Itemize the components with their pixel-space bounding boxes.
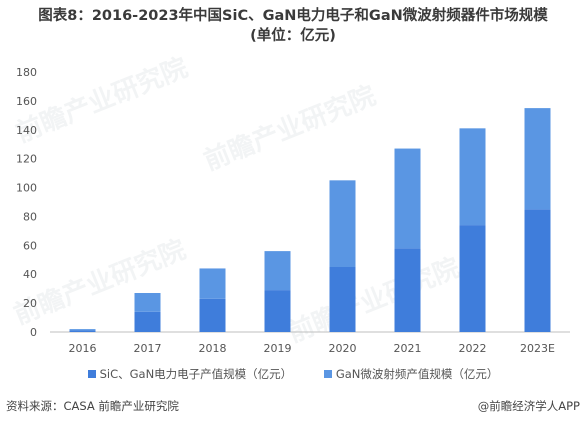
chart-title-line2: (单位：亿元) (250, 28, 336, 44)
bar-rf-2017 (134, 293, 161, 312)
chart-legend: SiC、GaN电力电子产值规模（亿元） GaN微波射频产值规模（亿元） (0, 366, 586, 382)
source-note: 资料来源：CASA 前瞻产业研究院 (6, 399, 179, 413)
legend-item-rf: GaN微波射频产值规模（亿元） (323, 366, 499, 382)
brand-credit: @前瞻经济学人APP (477, 399, 580, 413)
bar-power-2017 (134, 311, 161, 332)
chart-title: 图表8：2016-2023年中国SiC、GaN电力电子和GaN微波射频器件市场规… (0, 6, 586, 46)
legend-label-power: SiC、GaN电力电子产值规模（亿元） (99, 367, 293, 381)
x-tick-label: 2020 (329, 342, 357, 355)
bar-power-2023E (524, 209, 551, 332)
bar-rf-2016 (69, 329, 96, 331)
bar-power-2020 (329, 267, 356, 332)
bar-rf-2018 (199, 268, 226, 299)
x-tick-label: 2023E (520, 342, 555, 355)
y-tick-label: 160 (16, 95, 37, 108)
bar-power-2019 (264, 290, 291, 332)
legend-swatch-rf (323, 370, 332, 378)
bar-rf-2022 (459, 128, 486, 226)
x-tick-label: 2019 (264, 342, 292, 355)
bar-power-2018 (199, 298, 226, 332)
legend-item-power: SiC、GaN电力电子产值规模（亿元） (87, 366, 293, 382)
bar-rf-2019 (264, 251, 291, 291)
y-tick-label: 80 (23, 210, 37, 223)
bar-rf-2023E (524, 108, 551, 210)
x-tick-label: 2021 (394, 342, 422, 355)
y-tick-label: 140 (16, 124, 37, 137)
x-tick-label: 2018 (199, 342, 227, 355)
y-tick-label: 0 (30, 326, 37, 339)
bar-rf-2021 (394, 148, 421, 249)
y-tick-label: 100 (16, 182, 37, 195)
x-tick-label: 2022 (459, 342, 487, 355)
legend-swatch-power (87, 370, 96, 378)
y-tick-label: 180 (16, 66, 37, 79)
y-tick-label: 120 (16, 153, 37, 166)
y-tick-label: 40 (23, 268, 37, 281)
legend-label-rf: GaN微波射频产值规模（亿元） (335, 367, 499, 381)
y-tick-label: 60 (23, 239, 37, 252)
y-tick-label: 20 (23, 297, 37, 310)
x-tick-label: 2017 (134, 342, 162, 355)
bar-power-2016 (69, 330, 96, 332)
bar-power-2022 (459, 225, 486, 332)
chart-title-line1: 图表8：2016-2023年中国SiC、GaN电力电子和GaN微波射频器件市场规… (38, 8, 548, 24)
x-tick-label: 2016 (69, 342, 97, 355)
bar-power-2021 (394, 248, 421, 332)
bar-rf-2020 (329, 180, 356, 267)
